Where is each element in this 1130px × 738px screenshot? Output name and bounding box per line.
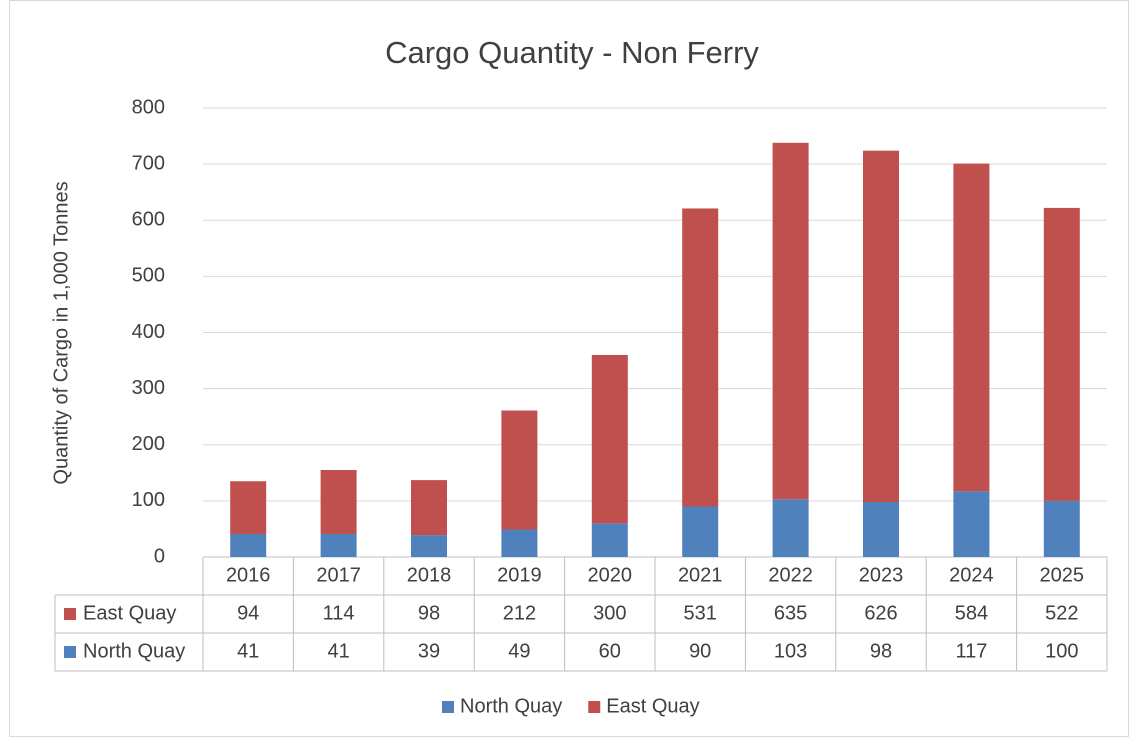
table-value: 60 <box>599 640 621 662</box>
bar-segment <box>230 533 267 557</box>
bar-segment <box>591 523 628 557</box>
bar-segment <box>772 142 809 500</box>
bar-segment <box>953 163 990 492</box>
table-series-name: North Quay <box>83 640 185 662</box>
x-tick-label: 2022 <box>768 564 813 586</box>
table-value: 90 <box>689 640 711 662</box>
x-tick-label: 2016 <box>226 564 271 586</box>
table-value: 49 <box>508 640 530 662</box>
table-value: 103 <box>774 640 807 662</box>
table-value: 39 <box>418 640 440 662</box>
x-tick-label: 2025 <box>1040 564 1085 586</box>
y-tick-label: 400 <box>132 321 165 343</box>
table-value: 100 <box>1045 640 1078 662</box>
table-value: 114 <box>323 602 355 624</box>
y-tick-label: 600 <box>132 209 165 231</box>
bar-segment <box>591 354 628 524</box>
table-key <box>64 646 76 658</box>
legend-label: North Quay <box>460 695 562 717</box>
table-value: 584 <box>955 602 988 624</box>
x-tick-label: 2023 <box>859 564 904 586</box>
table-value: 41 <box>237 640 259 662</box>
bar-segment <box>1043 500 1080 557</box>
y-tick-label: 0 <box>154 545 165 567</box>
bar-segment <box>953 491 990 557</box>
table-value: 212 <box>503 602 536 624</box>
table-value: 98 <box>870 640 892 662</box>
table-value: 522 <box>1045 602 1078 624</box>
table-value: 300 <box>593 602 626 624</box>
bar-segment <box>320 533 357 557</box>
x-tick-label: 2018 <box>407 564 452 586</box>
y-tick-label: 300 <box>132 377 165 399</box>
bar-segment <box>501 410 538 530</box>
y-tick-label: 200 <box>132 433 165 455</box>
table-value: 94 <box>237 602 259 624</box>
y-tick-label: 100 <box>132 489 165 511</box>
bar-segment <box>772 499 809 557</box>
legend-key <box>588 701 601 713</box>
bar-segment <box>501 529 538 557</box>
y-tick-label: 500 <box>132 265 165 287</box>
legend-label: East Quay <box>606 695 699 717</box>
bar-segment <box>863 150 899 502</box>
bar-segment <box>230 481 267 534</box>
x-tick-label: 2017 <box>316 564 361 586</box>
table-series-name: East Quay <box>83 602 176 624</box>
bar-segment <box>1043 207 1080 501</box>
bar-segment <box>411 535 447 557</box>
table-key <box>64 608 76 620</box>
table-value: 41 <box>327 640 349 662</box>
legend-key <box>442 701 454 713</box>
chart-title: Cargo Quantity - Non Ferry <box>385 35 759 70</box>
bar-segment <box>411 480 447 536</box>
bar-segment <box>682 506 719 557</box>
y-axis-label: Quantity of Cargo in 1,000 Tonnes <box>50 181 72 484</box>
table-value: 531 <box>684 602 717 624</box>
table-value: 635 <box>774 602 807 624</box>
table-value: 98 <box>418 602 440 624</box>
y-tick-label: 700 <box>132 152 165 174</box>
y-tick-label: 800 <box>132 96 165 118</box>
x-tick-label: 2021 <box>678 564 723 586</box>
x-tick-label: 2019 <box>497 564 542 586</box>
x-tick-label: 2024 <box>949 564 994 586</box>
table-value: 117 <box>955 640 987 662</box>
x-tick-label: 2020 <box>588 564 633 586</box>
chart-border <box>9 0 1129 737</box>
bar-segment <box>320 470 357 534</box>
table-value: 626 <box>864 602 897 624</box>
bar-segment <box>682 208 719 507</box>
bar-segment <box>863 501 899 557</box>
